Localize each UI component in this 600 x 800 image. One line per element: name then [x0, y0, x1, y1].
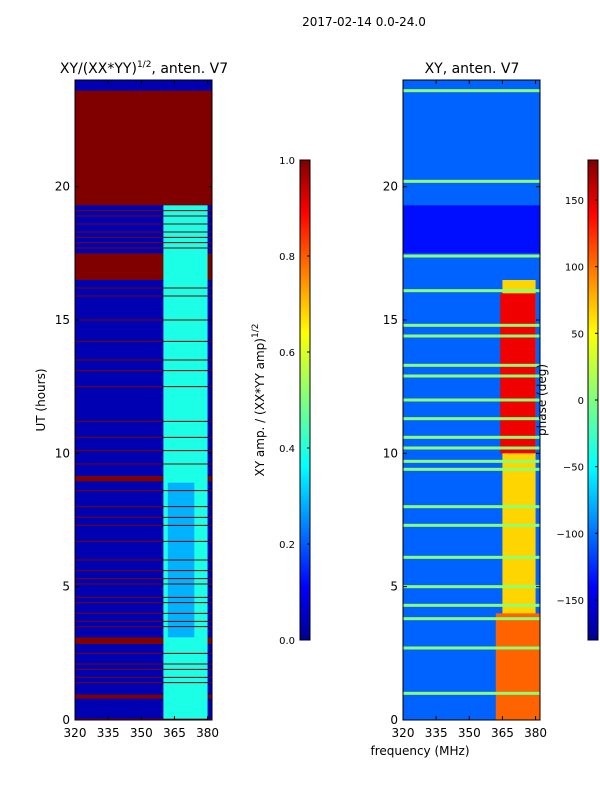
right-heatmap: 320 335 350 365 380 0 5 10 15 20 [383, 79, 547, 740]
left-x-ticks: 320 335 350 365 380 [64, 80, 219, 740]
right-stripe-19 [403, 254, 540, 258]
left-y-ticks: 0 5 10 15 20 [55, 180, 212, 727]
right-stripe-13 [403, 398, 540, 402]
right-x-tick-label-350: 350 [458, 726, 481, 740]
left-band-1 [75, 90, 212, 206]
right-cb-tick-label-5: 100 [565, 263, 584, 274]
left-cb-tick-label-1: 0.2 [279, 540, 295, 551]
right-x-tick-label-380: 380 [524, 726, 547, 740]
left-colorbar-ticks: 0.0 0.2 0.4 0.6 0.8 1.0 [279, 156, 310, 647]
right-stripe-3 [403, 603, 540, 607]
left-heatmap-image [75, 80, 212, 720]
right-colorbar: −150 −100 −50 0 50 100 150 [557, 159, 599, 641]
left-x-tick-label-365: 365 [163, 726, 186, 740]
left-x-tick-label-320: 320 [64, 726, 87, 740]
right-stripe-14 [403, 374, 540, 378]
left-colorbar-label-main: XY amp. / (XX*YY amp) [253, 338, 267, 476]
left-band-0 [75, 80, 212, 91]
left-x-tick-label-335: 335 [97, 726, 120, 740]
left-y-tick-label-0: 0 [62, 713, 70, 727]
right-stripe-18 [403, 289, 540, 293]
right-stripe-4 [403, 585, 540, 589]
right-stripe-15 [403, 363, 540, 367]
right-heatmap-image [403, 80, 540, 720]
right-x-tick-label-365: 365 [491, 726, 514, 740]
right-stripe-0 [403, 691, 540, 695]
right-colorbar-label: phase (deg) [535, 364, 549, 436]
figure-suptitle: 2017-02-14 0.0-24.0 [302, 15, 426, 29]
right-stripe-11 [403, 435, 540, 439]
right-cb-tick-label-6: 150 [565, 196, 584, 207]
left-colorbar-frame [299, 159, 311, 641]
right-stripe-7 [403, 505, 540, 509]
left-band-3 [75, 476, 212, 482]
right-plot-frame [402, 79, 541, 721]
left-y-tick-label-20: 20 [55, 180, 70, 194]
right-y-tick-label-5: 5 [390, 580, 398, 594]
right-x-tick-label-335: 335 [425, 726, 448, 740]
right-stripe-17 [403, 323, 540, 327]
left-y-axis-label: UT (hours) [34, 368, 48, 431]
left-heatmap-lines [75, 210, 212, 684]
left-cb-tick-label-4: 0.8 [279, 252, 295, 263]
right-cb-tick-label-4: 50 [571, 329, 584, 340]
right-colorbar-gradient [588, 160, 598, 640]
right-stripe-2 [403, 617, 540, 621]
right-stripe-8 [403, 467, 540, 471]
left-y-tick-label-15: 15 [55, 313, 70, 327]
right-colorbar-ticks: −150 −100 −50 0 50 100 150 [557, 196, 598, 607]
right-cb-tick-label-0: −150 [557, 596, 584, 607]
right-plot-title: XY, anten. V7 [425, 61, 520, 77]
left-heatmap-bands [75, 80, 212, 720]
left-plot-title: XY/(XX*YY)1/2, anten. V7 [60, 60, 228, 77]
left-band-6 [75, 718, 212, 720]
left-colorbar: 0.0 0.2 0.4 0.6 0.8 1.0 [279, 156, 311, 647]
right-heatmap-stripes [403, 89, 540, 695]
right-stripe-10 [403, 446, 540, 450]
right-y-tick-label-20: 20 [383, 180, 398, 194]
right-stripe-6 [403, 523, 540, 527]
right-stripe-20 [403, 179, 540, 183]
left-title-main: XY/(XX*YY) [60, 61, 137, 77]
left-x-tick-label-350: 350 [130, 726, 153, 740]
right-stripe-12 [403, 417, 540, 421]
left-band-5 [75, 694, 212, 699]
right-stripe-5 [403, 555, 540, 559]
left-band-4 [75, 637, 212, 644]
right-y-ticks: 0 5 10 15 20 [383, 180, 540, 727]
left-colorbar-gradient [300, 160, 310, 640]
right-x-ticks: 320 335 350 365 380 [392, 80, 547, 740]
left-cb-tick-label-0: 0.0 [279, 636, 295, 647]
right-stripe-1 [403, 646, 540, 650]
left-cb-tick-label-3: 0.6 [279, 348, 295, 359]
right-cb-tick-label-3: 0 [578, 396, 584, 407]
x-axis-label: frequency (MHz) [370, 744, 469, 758]
right-stripe-16 [403, 334, 540, 338]
right-band-0 [403, 205, 540, 254]
left-band-7 [163, 205, 208, 719]
left-heatmap: 320 335 350 365 380 0 5 10 15 20 [55, 79, 219, 740]
left-x-tick-label-380: 380 [196, 726, 219, 740]
right-y-tick-label-0: 0 [390, 713, 398, 727]
left-cb-tick-label-5: 1.0 [279, 156, 295, 167]
right-stripe-21 [403, 89, 540, 93]
right-y-tick-label-10: 10 [383, 446, 398, 460]
right-band-3 [500, 293, 536, 454]
right-x-tick-label-320: 320 [392, 726, 415, 740]
left-colorbar-label-exponent: 1/2 [251, 324, 261, 338]
left-plot-frame [74, 79, 213, 721]
left-colorbar-label: XY amp. / (XX*YY amp)1/2 [251, 324, 267, 477]
left-y-tick-label-5: 5 [62, 580, 70, 594]
left-y-tick-label-10: 10 [55, 446, 70, 460]
left-title-tail: , anten. V7 [151, 61, 228, 77]
left-cb-tick-label-2: 0.4 [279, 444, 295, 455]
right-cb-tick-label-2: −50 [563, 463, 584, 474]
left-title-exponent: 1/2 [137, 60, 151, 70]
right-cb-tick-label-1: −100 [557, 529, 584, 540]
right-stripe-9 [403, 459, 540, 463]
right-y-tick-label-15: 15 [383, 313, 398, 327]
right-band-2 [495, 613, 540, 720]
